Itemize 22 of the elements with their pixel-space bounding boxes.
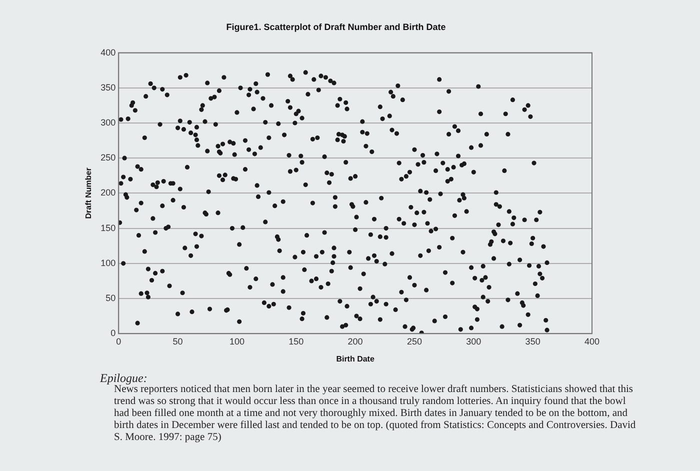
y-tick-label: 200: [100, 188, 116, 198]
y-tick-label: 50: [106, 292, 116, 303]
x-tick-label: 150: [288, 336, 304, 346]
y-tick-label: 400: [100, 47, 116, 58]
y-tick-label: 0: [110, 328, 116, 338]
text: News reporters noticed that men born later in the year seemed to receive lower draft numbers. Statisticians showed that this trend was so strong that it would occur less than once in a thousand truly random lotteries. An inquiry found that the bowl had been filled one month at a time and not very thoroughly mixed. Birth dates in January tended to be on the bottom, and birth dates in December were filled last and tended to be on top. (quoted from Statistics: Concepts and Controversies. David S. Moore. 1997: page 75): [114, 384, 637, 444]
x-tick-label: 300: [466, 336, 482, 346]
x-tick-label: 200: [348, 336, 363, 346]
x-tick-label: 400: [584, 336, 600, 346]
text: Epilogue:: [100, 371, 148, 385]
chart-title: Figure1. Scatterplot of Draft Number and Birth Date: [226, 22, 446, 32]
x-tick-label: 100: [229, 336, 244, 346]
y-tick-label: 350: [100, 82, 116, 92]
y-tick-label: 150: [100, 222, 116, 233]
y-axis-title: Draft Number: [84, 168, 94, 219]
x-axis-title: Birth Date: [336, 354, 375, 364]
x-tick-label: 50: [172, 336, 183, 346]
y-tick-label: 250: [100, 152, 116, 163]
y-tick-label: 100: [100, 258, 116, 268]
y-tick-label: 300: [100, 117, 116, 128]
x-tick-label: 250: [406, 336, 422, 346]
x-tick-label: 350: [525, 336, 540, 346]
